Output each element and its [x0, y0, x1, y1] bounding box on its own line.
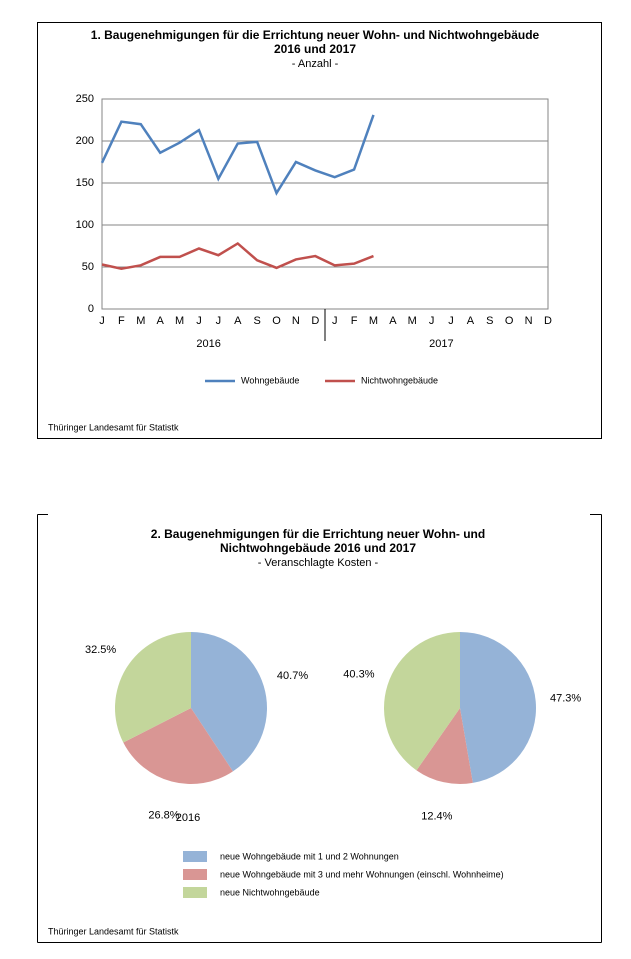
x-tick-label: N [525, 315, 533, 327]
data-line [101, 241, 374, 270]
x-tick-label: O [272, 315, 281, 327]
x-tick-label: J [196, 315, 202, 327]
x-tick-label: J [216, 315, 222, 327]
y-tick-label: 50 [82, 261, 94, 273]
x-tick-label: J [429, 315, 435, 327]
x-tick-label: N [292, 315, 300, 327]
x-tick-label: A [467, 315, 475, 327]
chart-title: 2. Baugenehmigungen für die Errichtung n… [151, 527, 485, 541]
legend-label: neue Nichtwohngebäude [220, 887, 320, 897]
value-label: 47.3% [550, 692, 581, 704]
legend-label: neue Wohngebäude mit 1 und 2 Wohnungen [220, 851, 399, 861]
value-label: 40.3% [343, 669, 374, 681]
y-tick-label: 150 [76, 177, 94, 189]
legend-swatch [183, 851, 207, 862]
y-tick-label: 100 [76, 219, 94, 231]
source: Thüringer Landesamt für Statistk [48, 422, 179, 432]
x-tick-label: A [389, 315, 397, 327]
value-label: 32.5% [85, 644, 116, 656]
x-tick-label: F [351, 315, 358, 327]
x-tick-label: F [118, 315, 125, 327]
x-tick-label: J [99, 315, 105, 327]
y-tick-label: 0 [88, 303, 94, 315]
x-tick-label: O [505, 315, 514, 327]
value-label: 12.4% [421, 811, 452, 823]
chart-title: Nichtwohngebäude 2016 und 2017 [220, 541, 416, 555]
chart-title: 2016 und 2017 [274, 42, 356, 56]
legend-label: Nichtwohngebäude [361, 375, 438, 385]
x-tick-label: S [486, 315, 493, 327]
legend-label: neue Wohngebäude mit 3 und mehr Wohnunge… [220, 869, 504, 879]
x-tick-label: M [175, 315, 184, 327]
x-tick-label: M [369, 315, 378, 327]
pie-label: 2016 [176, 812, 200, 824]
x-tick-label: D [544, 315, 552, 327]
pie-slice [383, 632, 460, 771]
chart-title: 1. Baugenehmigungen für die Errichtung n… [91, 28, 540, 42]
chart-subtitle: - Anzahl - [292, 58, 339, 70]
plot-area [101, 98, 549, 310]
pie-slice [191, 632, 268, 772]
chart-subtitle: - Veranschlagte Kosten - [258, 557, 379, 569]
x-tick-label: M [136, 315, 145, 327]
frame [37, 22, 602, 439]
pie-slice [114, 632, 191, 743]
pie-slice [123, 708, 233, 784]
x-tick-label: S [253, 315, 260, 327]
year-label: 2017 [429, 338, 453, 350]
source: Thüringer Landesamt für Statistk [48, 926, 179, 936]
legend-swatch [183, 887, 207, 898]
y-tick-label: 200 [76, 135, 94, 147]
x-tick-label: A [157, 315, 165, 327]
x-tick-label: M [408, 315, 417, 327]
data-line [100, 114, 375, 196]
x-tick-label: J [332, 315, 338, 327]
pie-slice [460, 632, 537, 783]
year-label: 2016 [196, 338, 220, 350]
pie-slice [416, 708, 473, 784]
legend-label: Wohngebäude [241, 375, 299, 385]
value-label: 26.8% [148, 810, 179, 822]
x-tick-label: A [234, 315, 242, 327]
x-tick-label: D [311, 315, 319, 327]
x-tick-label: J [448, 315, 454, 327]
legend-swatch [183, 869, 207, 880]
y-tick-label: 250 [76, 93, 94, 105]
value-label: 40.7% [277, 670, 308, 682]
